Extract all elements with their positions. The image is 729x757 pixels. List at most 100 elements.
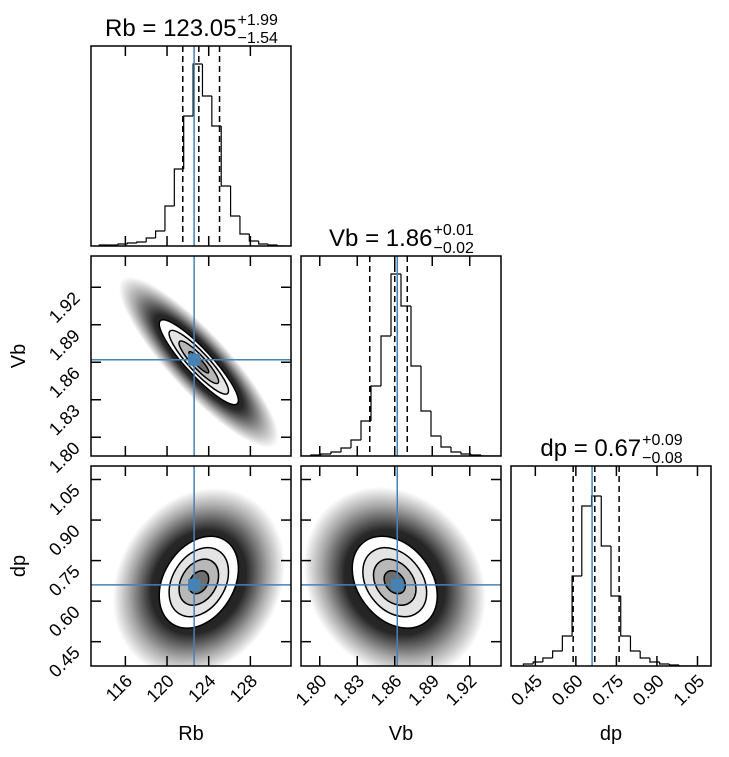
panel-title: dp = 0.67 +0.09−0.08 [540,432,682,467]
plot-area [301,466,501,666]
truth-marker [188,578,201,591]
panel: 1.801.831.861.891.92 Vb [8,255,292,477]
hist-bin [600,496,611,547]
hist-bin [229,186,240,217]
hist-bin [330,451,341,454]
hist-bin [542,657,553,662]
hist-bin [659,662,670,665]
hist-bin [610,546,621,597]
plot-area [91,466,291,666]
y-tick-label: 1.89 [45,325,84,364]
title-lower: −0.02 [433,240,474,257]
panel-title: Vb = 1.86 +0.01−0.02 [329,222,474,257]
panel: Vb = 1.86 +0.01−0.02 [300,222,502,457]
panel-title: Rb = 123.05 +1.99−1.54 [105,12,278,47]
panel-frame [90,45,292,247]
hist-bin [248,234,259,242]
hist-bin [145,237,156,242]
hist-bin [136,241,147,243]
x-tick-label: 1.86 [367,671,406,710]
y-axis-label: Vb [8,344,30,368]
title-main: Rb = 123.05 [105,15,236,42]
x-tick-label: 1.80 [292,671,331,710]
x-tick-label: 1.89 [404,671,443,710]
hist-bin [380,335,391,386]
hist-bin [430,411,441,437]
panel-frame [90,465,292,667]
hist-bin [629,636,641,652]
hist-bin [360,420,371,440]
y-axis-label: dp [8,555,30,577]
hist-bin [267,244,278,246]
x-tick-label: 116 [102,671,136,705]
plot-area [301,256,501,456]
x-tick-label: 128 [226,671,261,706]
title-lower: −1.54 [237,30,278,47]
hist-bin [552,650,563,658]
hist-bin [649,658,660,663]
plot-area [513,466,709,666]
hist-bin [258,241,269,245]
hist-bin [450,447,461,453]
y-tick-label: 0.45 [45,642,84,681]
x-axis-label: Rb [178,723,204,745]
plot-area [98,46,287,246]
hist-bin [571,575,582,636]
panel: 1.801.831.861.891.92 Vb [292,465,502,745]
panel-frame [300,465,502,667]
hist-bin [668,664,680,666]
title-lower: −0.08 [642,450,683,467]
hist-bin [370,385,381,421]
title-upper: +0.09 [642,432,683,449]
hist-bin [340,447,351,452]
x-tick-label: 1.92 [442,671,481,710]
x-tick-label: 0.60 [548,671,587,710]
hist-bin [154,230,165,238]
x-axis-label: dp [600,723,622,745]
title-upper: +0.01 [433,222,474,239]
x-tick-label: 124 [184,671,219,706]
y-tick-label: 0.75 [45,561,84,600]
y-tick-label: 1.05 [45,480,84,519]
hist-bin [390,273,401,336]
hist-bin [420,366,431,412]
hist-bin [561,635,573,651]
y-tick-label: 1.86 [45,363,84,402]
panel: Rb = 123.05 +1.99−1.54 [90,12,292,247]
panel: 116 120 124 128 0.450.600.750.901.05 Rb dp [8,465,292,745]
hist-bin [460,452,471,455]
truth-marker [188,353,201,366]
hist-bin [192,63,203,116]
title-main: Vb = 1.86 [329,225,432,252]
hist-bin [126,242,137,244]
hist-bin [201,64,212,97]
hist-bin [620,596,631,637]
x-axis-label: Vb [389,723,413,745]
hist-bin [590,495,602,506]
hist-bin [440,436,451,448]
hist-bin [639,651,650,659]
hist-bin [400,274,411,307]
x-tick-label: 0.75 [588,671,627,710]
plot-area [91,256,291,456]
x-tick-label: 1.83 [329,671,368,710]
y-tick-label: 0.60 [45,602,84,641]
y-tick-label: 1.80 [45,438,84,477]
x-tick-label: 120 [142,671,177,706]
hist-bin [410,306,421,367]
panel-frame [300,255,502,457]
y-tick-label: 1.83 [45,400,84,439]
hist-bin [117,243,128,245]
y-tick-label: 0.90 [45,521,84,560]
hist-bin [532,661,543,664]
hist-bin [183,115,194,169]
title-upper: +1.99 [237,12,278,29]
y-tick-label: 1.92 [45,288,84,327]
panel-frame [90,255,292,457]
panel-frame [510,465,712,667]
hist-bin [470,454,481,456]
hist-bin [220,126,231,187]
